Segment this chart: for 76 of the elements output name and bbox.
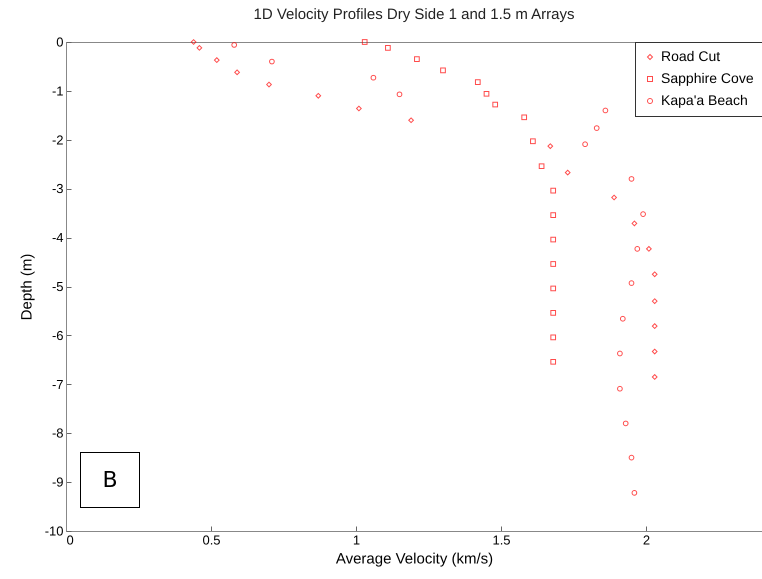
- legend-label: Kapa'a Beach: [661, 92, 748, 108]
- point: [550, 334, 556, 340]
- point: [646, 246, 652, 252]
- x-tick-label: 0: [66, 532, 74, 548]
- point: [550, 261, 556, 267]
- point: [550, 188, 556, 194]
- point: [652, 374, 658, 380]
- legend-label: Road Cut: [661, 48, 720, 64]
- point: [582, 141, 588, 148]
- point: [550, 212, 556, 218]
- chart-title: 1D Velocity Profiles Dry Side 1 and 1.5 m Arrays: [254, 6, 574, 23]
- point: [628, 176, 634, 182]
- point: [440, 68, 446, 74]
- y-tick-label: -1: [52, 83, 64, 98]
- point: [622, 420, 629, 426]
- y-tick-label: -4: [52, 230, 64, 246]
- point: [408, 117, 414, 124]
- point: [640, 211, 646, 217]
- point: [362, 39, 368, 45]
- point: [594, 125, 600, 131]
- point: [196, 45, 202, 51]
- point: [370, 74, 376, 81]
- point: [550, 358, 556, 365]
- point: [492, 102, 498, 108]
- point: [628, 280, 634, 286]
- y-tick-label: -8: [52, 426, 64, 441]
- point: [538, 163, 544, 170]
- y-tick-label: -10: [44, 524, 64, 538]
- y-tick-label: -6: [52, 328, 64, 343]
- point: [611, 194, 617, 200]
- point: [315, 92, 322, 99]
- point: [214, 57, 220, 63]
- annotation: B: [80, 452, 140, 508]
- y-tick-label: -7: [52, 376, 64, 392]
- y-tick-label: -2: [52, 132, 64, 148]
- point: [652, 348, 658, 354]
- x-tick-label: 1.5: [492, 532, 511, 548]
- point: [385, 45, 391, 51]
- point: [550, 236, 556, 242]
- point: [652, 298, 658, 304]
- point: [396, 91, 402, 98]
- x-axis-title: Average Velocity (km/s): [336, 550, 494, 568]
- point: [550, 310, 556, 316]
- point: [530, 138, 536, 144]
- point: [602, 108, 608, 114]
- point: [269, 58, 275, 64]
- y-tick-label: 0: [56, 34, 64, 50]
- point: [634, 246, 640, 252]
- x-tick-label: 2: [642, 532, 650, 548]
- point: [414, 56, 420, 62]
- point: [628, 454, 634, 460]
- point: [652, 271, 658, 278]
- point: [564, 170, 571, 176]
- x-tick-label: 1: [352, 532, 360, 548]
- point: [547, 143, 554, 149]
- x-tick-label: 0.5: [202, 532, 221, 548]
- point: [652, 323, 658, 329]
- point: [356, 106, 362, 112]
- y-tick-label: -5: [52, 279, 64, 294]
- point: [550, 286, 556, 292]
- y-axis-title: Depth (m): [18, 254, 36, 320]
- legend-label: Sapphire Cove: [661, 70, 754, 86]
- point: [231, 42, 238, 48]
- y-tick-label: -9: [52, 474, 64, 490]
- point: [632, 490, 638, 496]
- point: [474, 79, 481, 85]
- point: [190, 39, 196, 45]
- point: [620, 316, 626, 322]
- point: [617, 350, 623, 356]
- point: [484, 90, 490, 97]
- y-tick-label: -3: [52, 181, 64, 196]
- point: [234, 69, 240, 76]
- point: [617, 386, 623, 392]
- point: [266, 82, 272, 88]
- point: [632, 220, 638, 226]
- point: [521, 114, 528, 120]
